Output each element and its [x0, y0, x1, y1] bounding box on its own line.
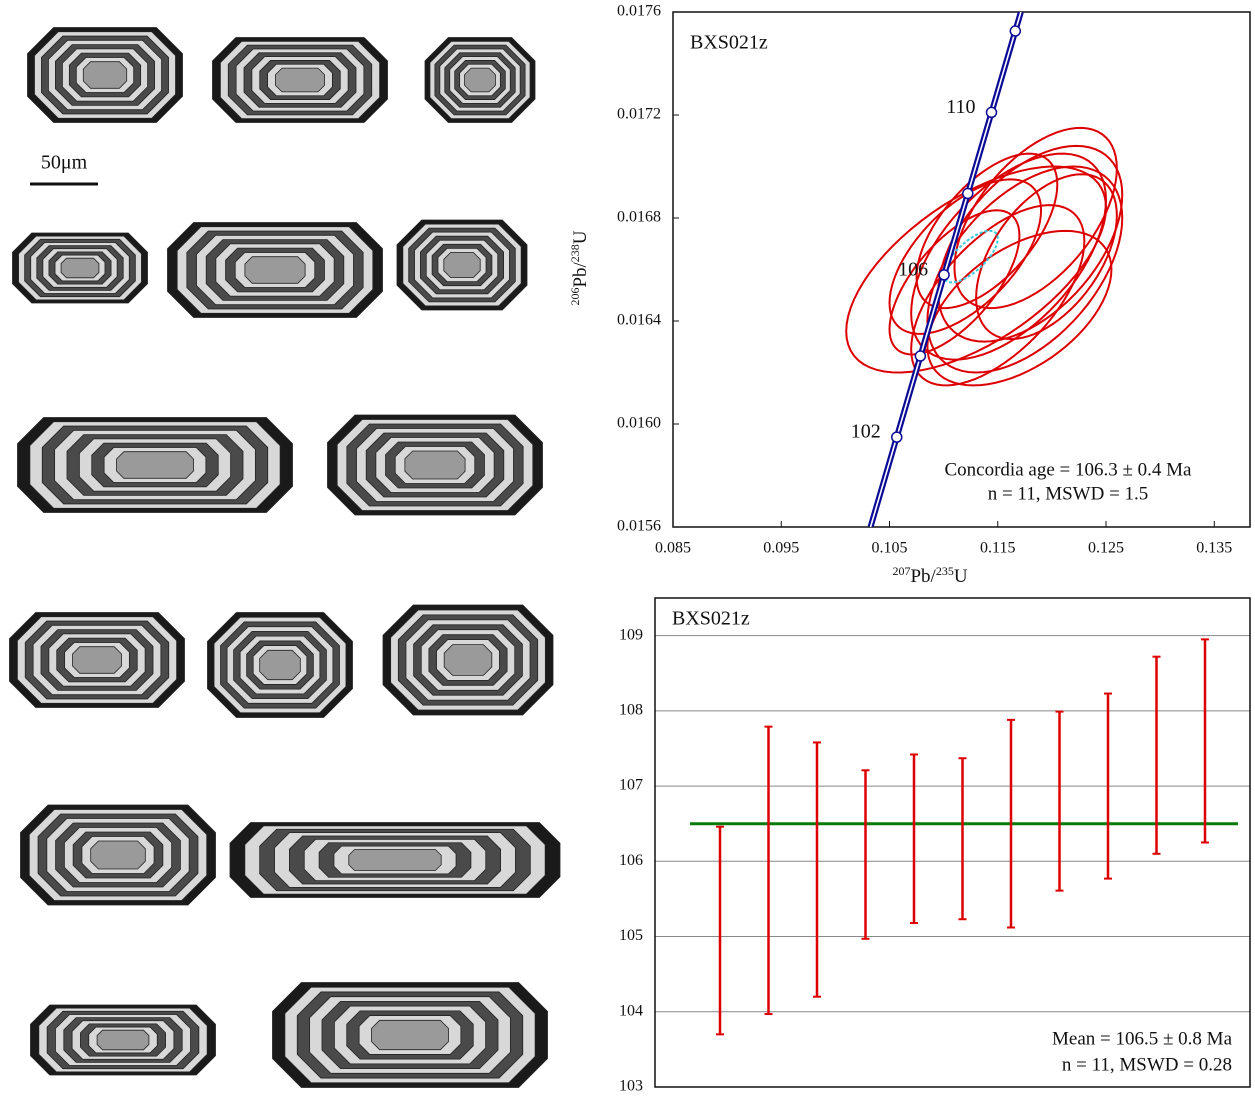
annotation: n = 11, MSWD = 0.28	[1062, 1054, 1232, 1075]
weighted-mean-chart: 103 104 105 106 107 108 109 BXS021z Mean = 106.5…	[619, 598, 1250, 1095]
zircon-zone	[117, 452, 194, 479]
age-label: 110	[946, 96, 975, 118]
plot-frame	[673, 12, 1250, 527]
concordia-age-point	[915, 351, 925, 361]
y-tick-label: 106	[619, 852, 643, 869]
error-bar	[910, 754, 918, 923]
age-label: 106	[898, 259, 928, 281]
figure: 50μm 0.085 0.095 0.105 0.115 0.125 0.135 0.015…	[0, 0, 1255, 1102]
zircon-zone	[276, 68, 325, 92]
y-tick-label: 105	[619, 927, 643, 944]
x-tick-label: 0.085	[655, 540, 691, 557]
scale-label: 50μm	[41, 152, 88, 174]
error-bar	[716, 827, 724, 1035]
annotation: Mean = 106.5 ± 0.8 Ma	[1052, 1028, 1233, 1049]
chart-title: BXS021z	[690, 32, 768, 54]
zircon-zone	[73, 647, 122, 674]
error-bar	[959, 758, 967, 919]
axis-label-part: Pb/	[570, 261, 591, 287]
zircon-zone	[372, 1020, 449, 1049]
axis-label: 206Pb/238U	[568, 230, 592, 305]
y-tick-label: 109	[619, 626, 643, 643]
y-tick-label: 108	[619, 702, 643, 719]
zircon-zone	[405, 451, 465, 479]
concordia-age-point	[963, 189, 973, 199]
plot-area	[846, 12, 1122, 527]
zircon-zone	[83, 62, 126, 89]
error-bar	[1056, 712, 1064, 891]
x-tick-label: 0.095	[763, 540, 799, 557]
y-tick-label: 0.0164	[617, 312, 661, 329]
axis-label: 207Pb/235U	[892, 564, 967, 588]
axis-label-part: 238	[568, 244, 582, 262]
y-tick-label: 107	[619, 777, 643, 794]
x-tick-label: 0.105	[872, 540, 908, 557]
error-bar	[862, 770, 870, 939]
concordia-age-point	[892, 432, 902, 442]
x-tick-label: 0.125	[1088, 540, 1124, 557]
annotation: n = 11, MSWD = 1.5	[988, 483, 1149, 504]
axis-label-part: 207	[892, 564, 910, 578]
axis-label-part: U	[570, 230, 591, 244]
y-tick-label: 104	[619, 1002, 643, 1019]
zircon-zone	[444, 252, 480, 277]
page: 50μm 0.085 0.095 0.105 0.115 0.125 0.135 0.015…	[0, 0, 1255, 1102]
plot-frame	[655, 598, 1250, 1087]
concordia-age-point	[986, 107, 996, 117]
zircon-zone	[349, 850, 441, 871]
y-tick-label: 0.0176	[617, 3, 661, 20]
error-bar	[765, 727, 773, 1014]
error-bar	[1201, 639, 1209, 842]
x-tick-label: 0.115	[980, 540, 1015, 557]
zircon-zone	[465, 68, 496, 92]
zircon-zone	[260, 650, 301, 679]
zircon-zone	[97, 1030, 149, 1050]
y-tick-label: 0.0156	[617, 518, 661, 535]
concordia-age-point	[1010, 26, 1020, 36]
concordia-age-point	[939, 270, 949, 280]
y-tick-label: 0.0172	[617, 106, 661, 123]
y-tick-label: 0.0160	[617, 415, 661, 432]
zircon-zone	[245, 257, 305, 284]
axis-label-part: U	[954, 566, 968, 587]
error-ellipse	[938, 146, 1122, 342]
zircon-zone	[444, 645, 492, 676]
zircon-images	[10, 28, 561, 1088]
y-tick-label: 0.0168	[617, 209, 661, 226]
x-tick-label: 0.135	[1196, 540, 1232, 557]
chart-title: BXS021z	[672, 608, 750, 630]
error-bar	[813, 742, 821, 996]
zircon-zone	[91, 841, 146, 869]
age-label: 102	[851, 421, 881, 443]
axis-label-part: Pb/	[910, 566, 936, 587]
y-tick-label: 103	[619, 1078, 643, 1095]
zircon-zone	[61, 258, 99, 278]
annotation: Concordia age = 106.3 ± 0.4 Ma	[945, 459, 1193, 480]
axis-label-part: 235	[936, 564, 954, 578]
axis-label-part: 206	[568, 288, 582, 306]
concordia-chart: 0.085 0.095 0.105 0.115 0.125 0.135 0.0156 0.01…	[568, 3, 1250, 588]
